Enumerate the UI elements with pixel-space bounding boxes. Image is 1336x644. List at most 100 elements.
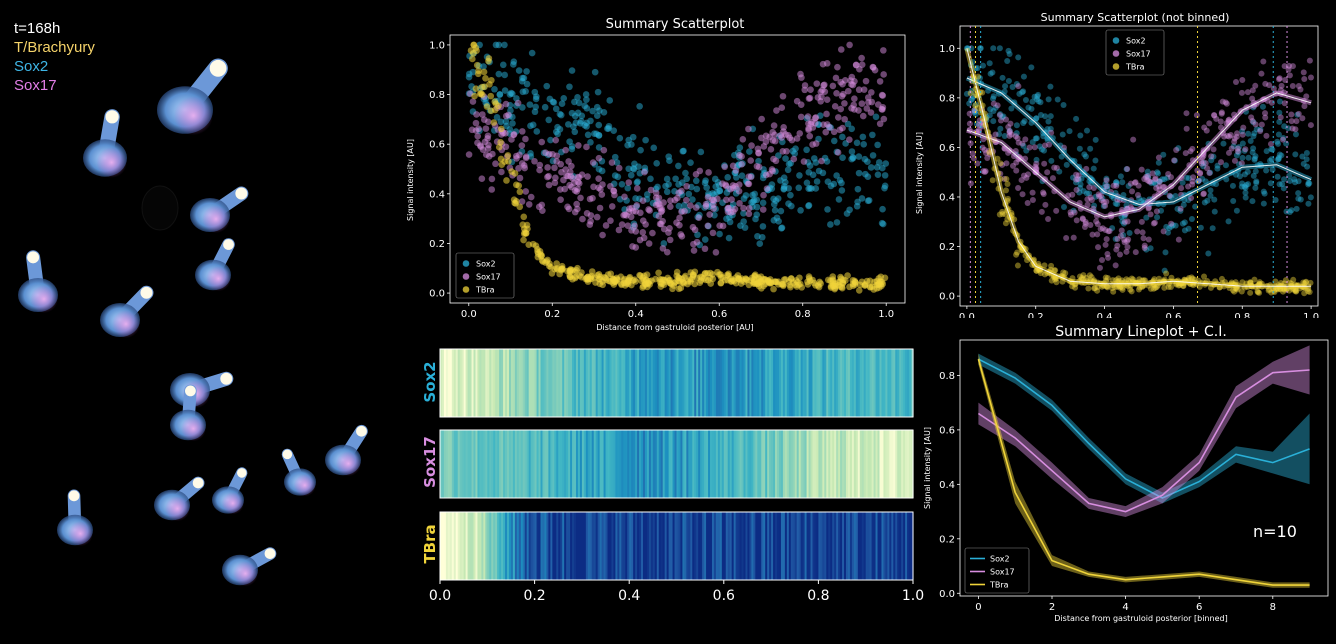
heatmap-cell (838, 512, 841, 580)
data-point (1095, 244, 1102, 251)
heatmap-cell (538, 349, 542, 417)
data-point (804, 113, 812, 120)
timepoint-label: t=168h (14, 20, 61, 37)
data-point (615, 226, 623, 234)
data-point (1167, 174, 1174, 181)
heatmap-cell (887, 430, 890, 498)
heatmap-cell (473, 349, 477, 417)
data-point (1089, 231, 1096, 238)
heatmap-cell (855, 349, 859, 417)
heatmap-cell (617, 512, 620, 580)
data-point (966, 120, 973, 127)
data-point (594, 88, 602, 96)
data-point (1219, 98, 1226, 105)
heatmap-cell (672, 430, 676, 498)
heatmap-cell (794, 512, 798, 580)
data-point (1239, 140, 1246, 147)
legend-entry-tbra: TBra (1125, 62, 1145, 71)
data-point (685, 190, 693, 198)
heatmap-cell (751, 349, 754, 417)
data-point (745, 173, 753, 180)
data-point (779, 148, 787, 155)
data-point (592, 279, 599, 286)
heatmap-cell (812, 512, 816, 580)
data-point (1272, 278, 1279, 285)
data-point (1168, 220, 1175, 227)
heatmap-cell (851, 430, 855, 498)
heatmap-cell (719, 512, 723, 580)
heatmap-cell (749, 349, 752, 417)
data-point (667, 203, 674, 210)
data-point (725, 234, 733, 242)
data-point (1009, 84, 1016, 91)
data-point (1103, 198, 1110, 205)
heatmap-cell (885, 349, 888, 417)
heatmap-cell (503, 512, 506, 580)
tbra-tip (68, 490, 80, 502)
data-point (1033, 135, 1040, 142)
heatmap-cell (670, 430, 674, 498)
heatmap-cell (780, 430, 784, 498)
heatmap-cell (700, 349, 703, 417)
data-point (818, 157, 825, 165)
data-point (977, 45, 984, 52)
data-point (812, 114, 820, 121)
data-point (1005, 77, 1012, 84)
data-point (556, 110, 564, 118)
data-point (1144, 168, 1151, 175)
heatmap-cell (729, 349, 733, 417)
fit-line-sox17 (966, 92, 1312, 218)
data-point (1143, 214, 1150, 221)
heatmap-cell (749, 512, 752, 580)
data-point (1276, 151, 1283, 158)
heatmap-frame (439, 429, 914, 499)
data-point (981, 168, 988, 175)
data-point (1063, 235, 1070, 242)
data-point (989, 177, 996, 184)
data-point (1189, 178, 1196, 185)
data-point (1171, 157, 1178, 164)
heatmap-cell (503, 430, 506, 498)
data-point (860, 86, 868, 93)
data-point (625, 165, 632, 173)
data-point (1231, 135, 1238, 142)
heatmap-cell (652, 349, 656, 417)
heatmap-cell (808, 430, 812, 498)
heatmap-cell (520, 512, 524, 580)
heatmap-cell (686, 349, 689, 417)
data-point (487, 92, 495, 100)
heatmap-cell (680, 349, 684, 417)
data-point (1031, 144, 1038, 151)
data-point (642, 136, 649, 144)
heatmap-cell (820, 512, 823, 580)
heatmap-cell (443, 430, 447, 498)
data-point (1090, 165, 1097, 172)
data-point (683, 196, 690, 204)
heatmap-cell (763, 430, 766, 498)
heatmap-cell (646, 512, 650, 580)
data-point (616, 134, 624, 142)
heatmap-cell (767, 512, 770, 580)
heatmap-cell (812, 349, 816, 417)
data-point (1189, 181, 1196, 188)
data-point (1268, 289, 1275, 296)
data-point (1286, 287, 1293, 294)
data-point (1047, 113, 1054, 120)
data-point (538, 138, 546, 146)
data-point (1147, 245, 1154, 252)
data-point (610, 187, 618, 195)
heatmap-cell (859, 512, 863, 580)
data-point (1267, 180, 1274, 187)
heatmap-cell (723, 512, 727, 580)
heatmap-cell (589, 349, 593, 417)
heatmap-cell (901, 430, 904, 498)
data-point (1172, 222, 1179, 229)
heatmap-cell (646, 430, 650, 498)
data-point (520, 74, 528, 82)
heatmap-cell (806, 512, 810, 580)
heatmap-cell (445, 512, 449, 580)
data-point (862, 77, 870, 85)
heatmap-cell (840, 349, 843, 417)
data-point (827, 221, 834, 228)
heatmap-row-label-tbra: TBra (421, 524, 439, 563)
